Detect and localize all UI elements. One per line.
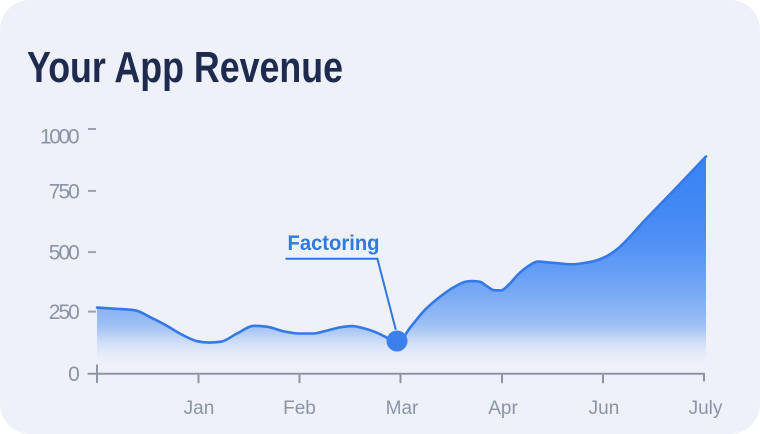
svg-text:250: 250 [49, 301, 80, 324]
svg-text:Your App Revenue: Your App Revenue [27, 43, 343, 92]
svg-text:Factoring: Factoring [288, 231, 380, 255]
svg-text:750: 750 [49, 181, 80, 204]
svg-text:Apr: Apr [488, 398, 518, 419]
svg-text:Jun: Jun [589, 398, 620, 419]
svg-text:Mar: Mar [386, 398, 419, 419]
svg-text:0: 0 [68, 363, 80, 386]
svg-text:Feb: Feb [283, 398, 316, 419]
svg-text:1000: 1000 [40, 126, 80, 149]
svg-text:July: July [689, 398, 723, 419]
svg-text:Jan: Jan [184, 398, 215, 419]
svg-text:500: 500 [49, 241, 80, 264]
